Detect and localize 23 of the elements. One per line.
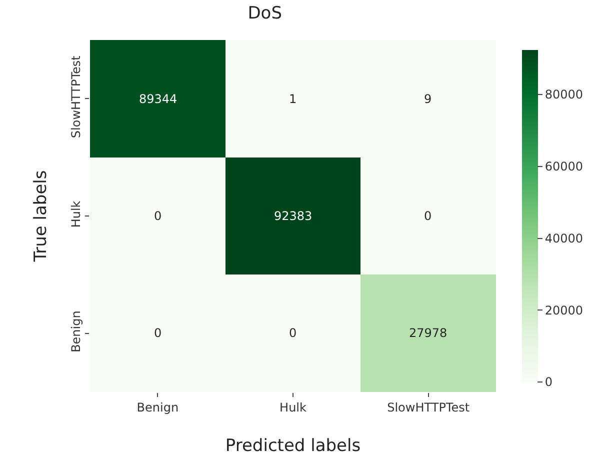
data-label: 0 (424, 209, 432, 223)
data-label: 27978 (409, 326, 448, 340)
color-bar-label: 0 (544, 375, 553, 390)
chart-title: DoS (248, 4, 282, 24)
data-label: 0 (154, 209, 162, 223)
data-label: 1 (289, 92, 297, 106)
x-tick-label: Hulk (280, 400, 306, 414)
data-label: 0 (154, 326, 162, 340)
y-tick-label: SlowHTTPTest (69, 55, 84, 138)
color-bar-label: 40000 (544, 231, 584, 246)
color-bar-label: 20000 (544, 303, 584, 318)
data-label: 9 (424, 92, 432, 106)
y-axis-title: True labels (31, 170, 51, 263)
color-bar-label: 80000 (544, 88, 584, 102)
y-tick-label: Benign (69, 310, 84, 352)
data-label: 92383 (274, 209, 312, 223)
data-label: 0 (289, 326, 297, 340)
data-label: 89344 (139, 92, 178, 106)
x-axis-title: Predicted labels (225, 436, 361, 456)
color-bar-label: 60000 (544, 160, 584, 174)
x-tick-label: SlowHTTPTest (387, 400, 470, 414)
y-tick-label: Hulk (69, 200, 84, 228)
x-tick-label: Benign (136, 400, 179, 414)
